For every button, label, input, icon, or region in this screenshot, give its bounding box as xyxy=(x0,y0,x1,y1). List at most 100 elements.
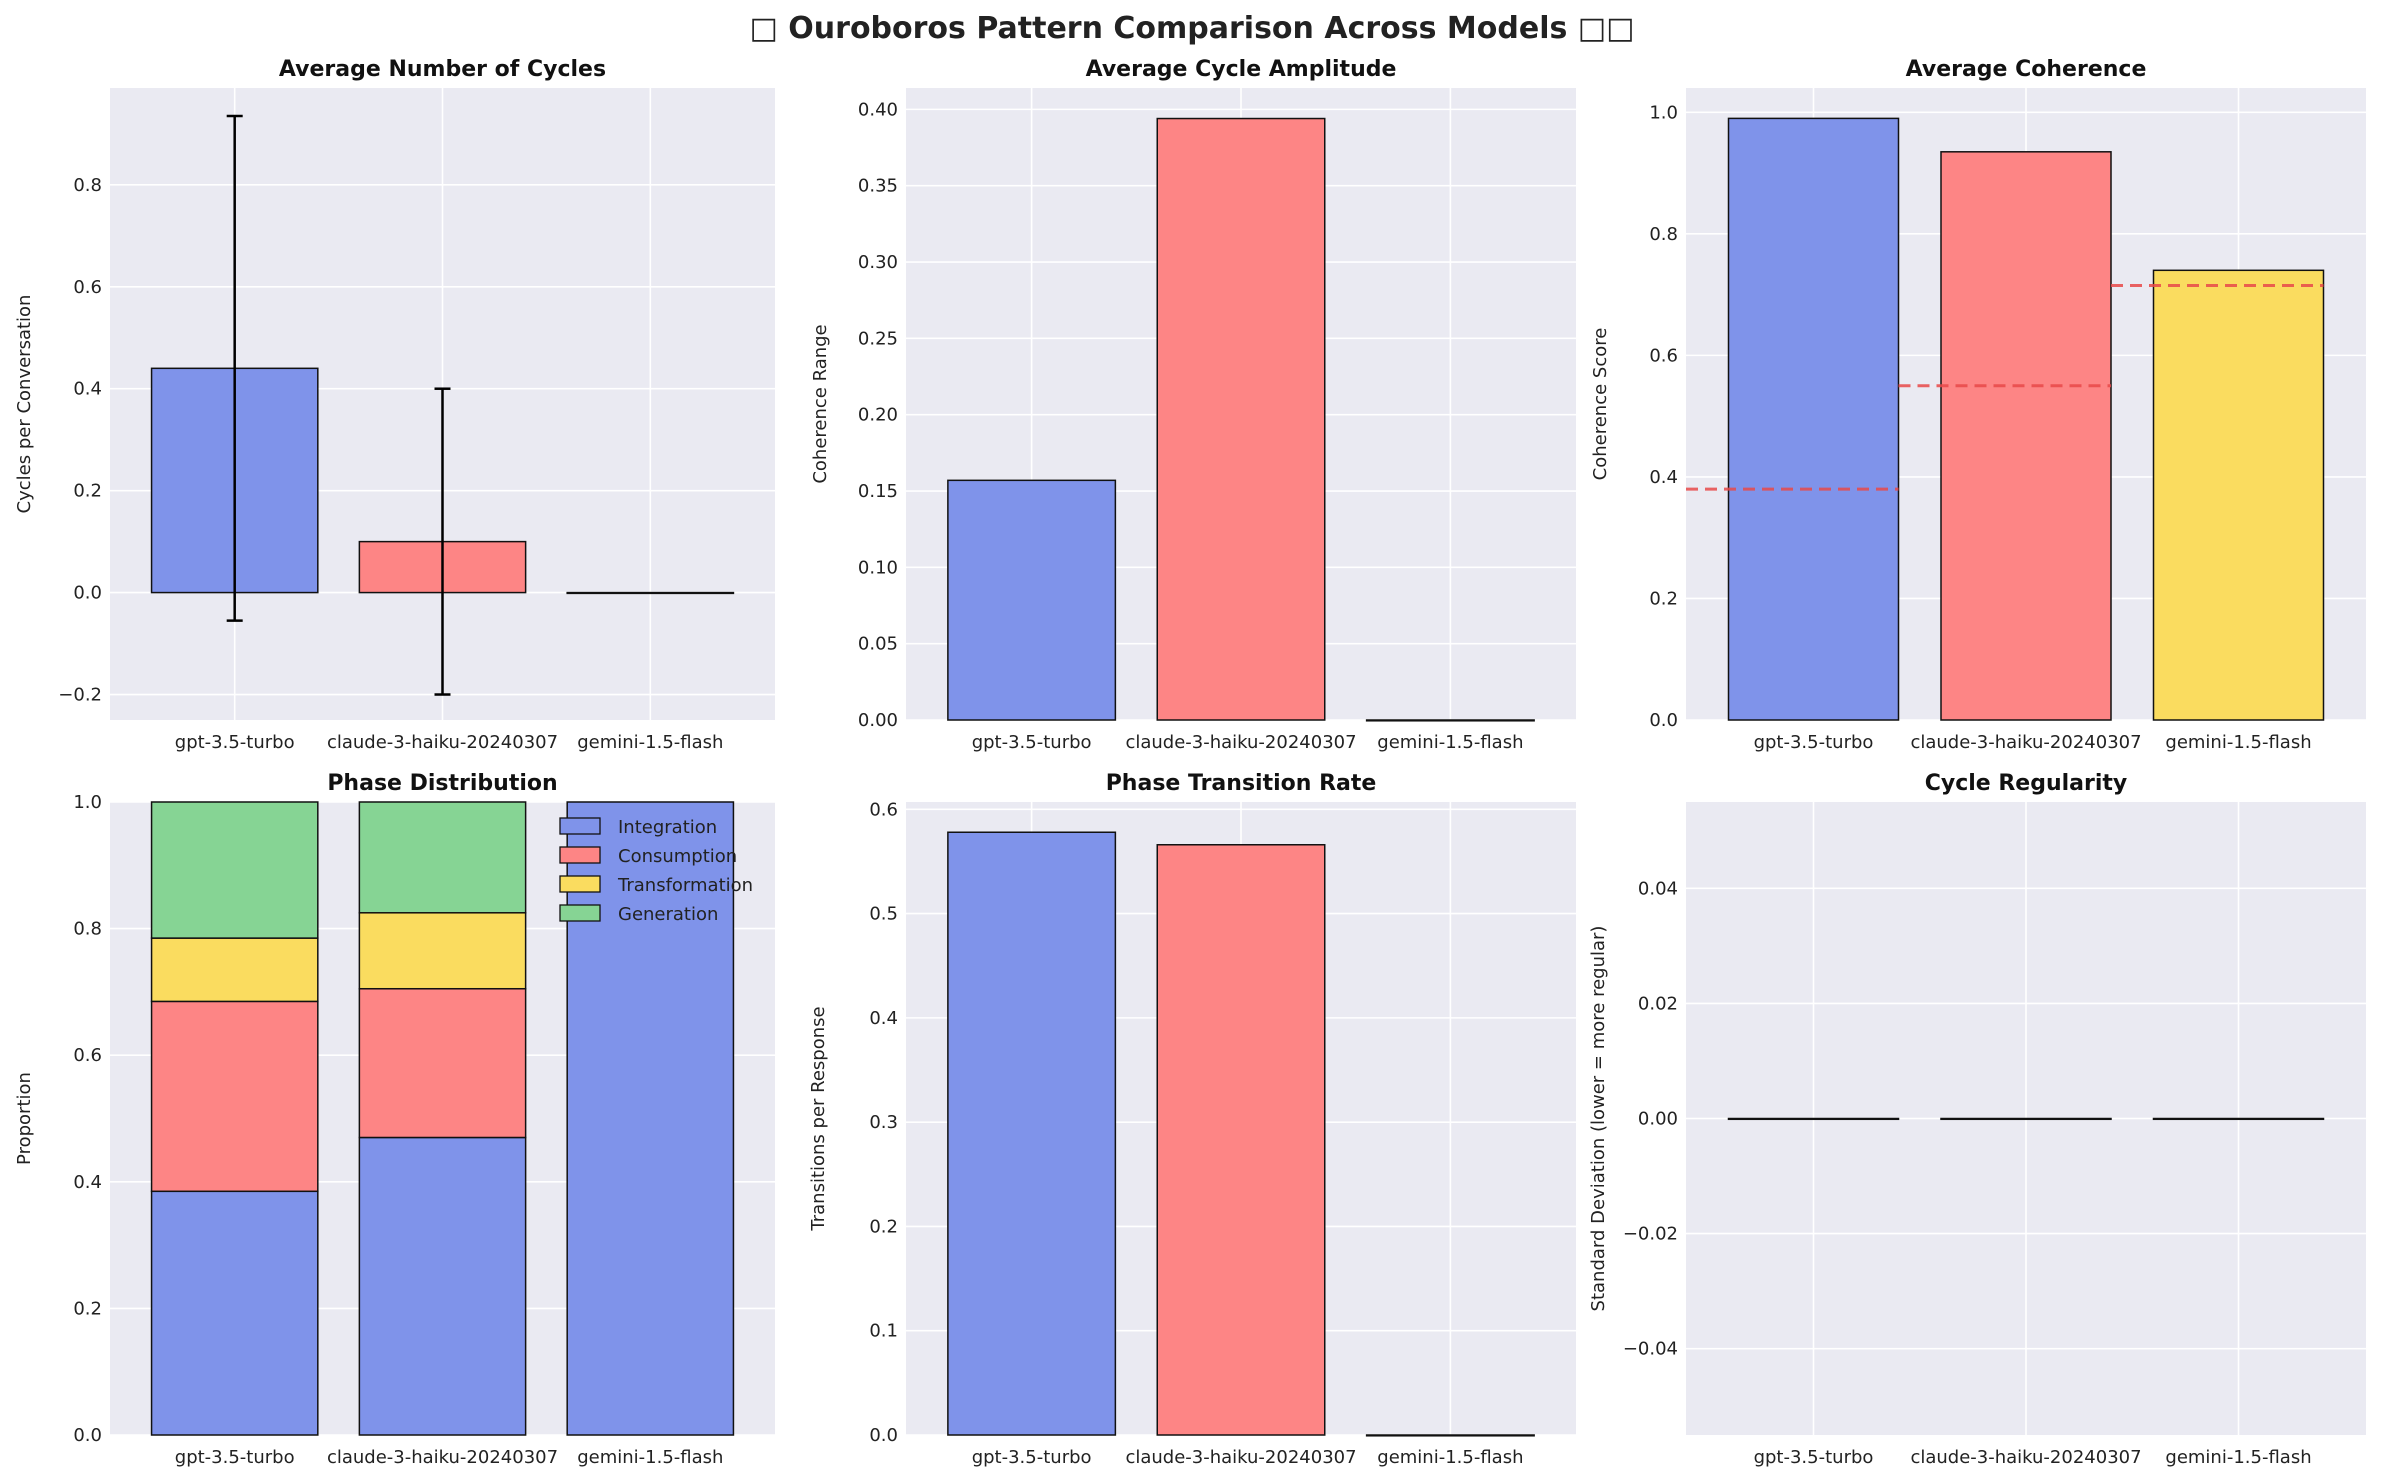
x-tick-label: gemini-1.5-flash xyxy=(2165,732,2311,753)
y-tick-label: 0.3 xyxy=(869,1112,898,1133)
bar-1 xyxy=(1156,844,1326,1436)
y-tick-label: 1.0 xyxy=(1649,102,1678,123)
y-tick-label: 0.00 xyxy=(858,710,898,731)
y-tick-label: 0.8 xyxy=(73,919,102,940)
chart-title: Phase Transition Rate xyxy=(1106,771,1377,796)
x-tick-label: gemini-1.5-flash xyxy=(2165,1447,2311,1468)
x-tick-label: gpt-3.5-turbo xyxy=(1754,732,1874,753)
y-tick-label: 0.1 xyxy=(869,1321,898,1342)
bar-2 xyxy=(566,591,735,595)
x-tick-label: claude-3-haiku-20240307 xyxy=(327,732,558,753)
y-tick-label: 1.0 xyxy=(73,792,102,813)
chart-title: Average Cycle Amplitude xyxy=(1086,57,1397,82)
y-tick-label: 0.0 xyxy=(869,1425,898,1446)
y-tick-label: 0.40 xyxy=(858,99,898,120)
y-tick-label: 0.6 xyxy=(73,277,102,298)
x-tick-label: gemini-1.5-flash xyxy=(577,1447,723,1468)
y-tick-label: 0.2 xyxy=(73,1298,102,1319)
bar-1 xyxy=(1940,1117,2112,1121)
y-tick-label: 0.04 xyxy=(1638,878,1678,899)
y-tick-label: 0.6 xyxy=(73,1045,102,1066)
x-tick-label: gpt-3.5-turbo xyxy=(175,1447,295,1468)
bar-transformation-0 xyxy=(150,937,319,1003)
x-tick-label: claude-3-haiku-20240307 xyxy=(1910,732,2141,753)
bar-0 xyxy=(947,479,1117,721)
bar-integration-2 xyxy=(566,801,735,1436)
x-tick-label: claude-3-haiku-20240307 xyxy=(1125,1447,1356,1468)
panel-cycles: −0.2 0.0 0.2 0.4 0.6 0.8 gpt-3.5-turbo claude-3… xyxy=(14,57,775,753)
legend-swatch-integration xyxy=(559,817,601,835)
y-tick-label: 0.4 xyxy=(1649,467,1678,488)
x-tick-label: claude-3-haiku-20240307 xyxy=(1910,1447,2141,1468)
y-tick-label: 0.8 xyxy=(73,175,102,196)
legend-label-transformation: Transformation xyxy=(617,875,753,896)
bar-integration-0 xyxy=(150,1190,319,1436)
legend-label-integration: Integration xyxy=(618,817,717,838)
bar-1 xyxy=(1156,117,1326,721)
y-tick-label: 0.05 xyxy=(858,634,898,655)
y-tick-label: 0.15 xyxy=(858,481,898,502)
y-tick-label: 0.0 xyxy=(73,1425,102,1446)
panel-coherence: 0.0 0.2 0.4 0.6 0.8 1.0 gpt-3.5-turbo claude-3-… xyxy=(1590,57,2366,753)
x-tick-label: claude-3-haiku-20240307 xyxy=(1125,732,1356,753)
y-tick-label: 0.0 xyxy=(1649,710,1678,731)
bar-generation-0 xyxy=(150,801,319,939)
legend-label-consumption: Consumption xyxy=(618,846,737,867)
legend-swatch-transformation xyxy=(559,875,601,893)
panel-amplitude: 0.00 0.05 0.10 0.15 0.20 0.25 0.30 0.35 0.40 gpt-… xyxy=(810,57,1576,753)
bar-consumption-1 xyxy=(358,987,527,1139)
y-tick-label: −0.04 xyxy=(1623,1339,1678,1360)
bar-0 xyxy=(1727,117,1900,721)
bar-1 xyxy=(1940,151,2112,721)
y-tick-label: 0.2 xyxy=(1649,588,1678,609)
chart-title: Average Number of Cycles xyxy=(279,57,606,82)
x-tick-label: gpt-3.5-turbo xyxy=(175,732,295,753)
y-tick-label: 0.02 xyxy=(1638,993,1678,1014)
y-tick-label: 0.8 xyxy=(1649,224,1678,245)
x-tick-label: gemini-1.5-flash xyxy=(1377,1447,1523,1468)
y-tick-label: 0.6 xyxy=(869,799,898,820)
legend-label-generation: Generation xyxy=(618,904,718,925)
y-tick-label: 0.0 xyxy=(73,583,102,604)
y-tick-label: 0.4 xyxy=(73,1172,102,1193)
bar-0 xyxy=(1727,1117,1900,1121)
bar-2 xyxy=(2152,269,2325,721)
x-tick-label: claude-3-haiku-20240307 xyxy=(327,1447,558,1468)
legend-swatch-consumption xyxy=(559,846,601,864)
panel-transition: 0.0 0.1 0.2 0.3 0.4 0.5 0.6 gpt-3.5-turbo claude… xyxy=(808,771,1576,1468)
bar-integration-1 xyxy=(358,1136,527,1436)
y-axis-label: Cycles per Conversation xyxy=(14,295,35,514)
y-tick-label: 0.4 xyxy=(869,1008,898,1029)
y-tick-label: 0.35 xyxy=(858,176,898,197)
y-tick-label: 0.10 xyxy=(858,557,898,578)
chart-title: Average Coherence xyxy=(1906,57,2147,82)
y-tick-label: −0.2 xyxy=(58,685,102,706)
y-tick-label: −0.02 xyxy=(1623,1224,1678,1245)
y-tick-label: 0.2 xyxy=(73,481,102,502)
chart-panels: −0.2 0.0 0.2 0.4 0.6 0.8 gpt-3.5-turbo claude-3… xyxy=(14,57,2366,1468)
y-tick-label: 0.00 xyxy=(1638,1109,1678,1130)
figure-title: □ Ouroboros Pattern Comparison Across Mo… xyxy=(750,11,1635,46)
bar-2 xyxy=(1365,1434,1535,1437)
bar-transformation-1 xyxy=(358,912,527,990)
y-axis-label: Coherence Score xyxy=(1590,328,1611,481)
y-tick-label: 0.25 xyxy=(858,328,898,349)
y-tick-label: 0.5 xyxy=(869,904,898,925)
y-tick-label: 0.6 xyxy=(1649,345,1678,366)
bar-consumption-0 xyxy=(150,1000,319,1193)
x-tick-label: gpt-3.5-turbo xyxy=(972,1447,1092,1468)
chart-title: Phase Distribution xyxy=(327,771,557,796)
bar-generation-1 xyxy=(358,801,527,914)
y-axis-label: Coherence Range xyxy=(810,324,831,483)
bar-2 xyxy=(1365,719,1535,722)
y-tick-label: 0.2 xyxy=(869,1216,898,1237)
x-tick-label: gpt-3.5-turbo xyxy=(1754,1447,1874,1468)
y-tick-label: 0.4 xyxy=(73,379,102,400)
bar-0 xyxy=(947,831,1117,1436)
y-axis-label: Transitions per Response xyxy=(808,1006,829,1231)
bar-2 xyxy=(2152,1117,2325,1121)
y-axis-label: Standard Deviation (lower = more regular… xyxy=(1588,926,1609,1312)
x-tick-label: gemini-1.5-flash xyxy=(1377,732,1523,753)
y-tick-label: 0.20 xyxy=(858,405,898,426)
